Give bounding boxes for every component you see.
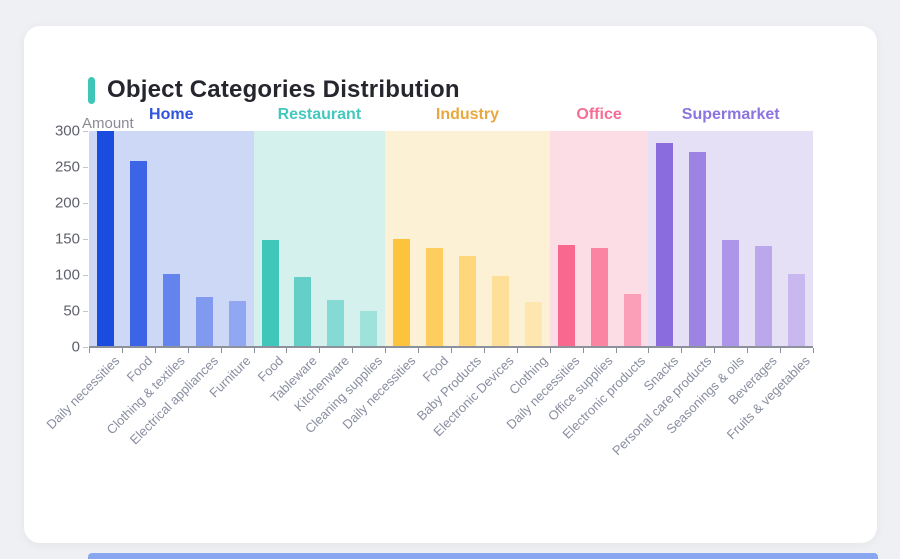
x-axis-tick: [582, 348, 584, 353]
group-label-supermarket: Supermarket: [681, 106, 780, 123]
group-label-restaurant: Restaurant: [277, 106, 362, 123]
bar-daily-necessities[interactable]: [393, 239, 411, 347]
x-axis-tick: [89, 348, 90, 353]
bar-seasonings-oils[interactable]: [722, 240, 740, 347]
x-axis-tick: [615, 348, 617, 353]
x-axis-tick: [813, 348, 814, 353]
bar-daily-necessities[interactable]: [96, 131, 114, 347]
bar-fruits-vegetables[interactable]: [788, 274, 806, 347]
y-axis-tick-label: 200: [54, 194, 80, 212]
x-axis-tick: [483, 348, 485, 353]
y-axis-tick-label: 150: [54, 230, 80, 248]
bar-food[interactable]: [261, 240, 279, 347]
x-axis-tick: [121, 348, 123, 353]
title-row: Object Categories Distribution: [88, 76, 460, 104]
bar-kitchenware[interactable]: [327, 300, 345, 347]
bar-furniture[interactable]: [228, 300, 246, 347]
x-axis-tick: [549, 348, 551, 353]
bar-electronic-devices[interactable]: [491, 275, 509, 347]
y-axis-tick: [83, 166, 88, 168]
y-axis-tick-label: 50: [63, 302, 80, 320]
y-axis-tick-label: 0: [71, 338, 80, 356]
title-accent-bar: [88, 76, 95, 104]
x-axis-line: [89, 346, 813, 348]
x-axis-tick: [187, 348, 189, 353]
bar-cleaning-supplies[interactable]: [360, 311, 378, 347]
x-axis-tick: [780, 348, 782, 353]
group-label-home: Home: [149, 106, 194, 123]
bar-electronic-products[interactable]: [623, 293, 641, 347]
y-axis-tick: [83, 274, 88, 276]
y-axis-tick-label: 300: [54, 122, 80, 140]
bar-clothing[interactable]: [524, 301, 542, 347]
y-axis-tick: [83, 130, 88, 132]
y-axis-tick: [83, 310, 88, 312]
x-axis-tick: [648, 348, 650, 353]
bar-daily-necessities[interactable]: [557, 245, 575, 347]
bar-baby-products[interactable]: [458, 256, 476, 347]
x-axis-tick: [451, 348, 452, 353]
x-axis-tick: [220, 348, 222, 353]
y-axis-tick: [83, 238, 88, 240]
chart-title: Object Categories Distribution: [107, 76, 460, 103]
bar-office-supplies[interactable]: [590, 247, 608, 347]
y-axis-tick: [83, 346, 88, 348]
x-axis-tick: [253, 348, 255, 353]
group-label-office: Office: [576, 106, 622, 123]
bar-food[interactable]: [426, 247, 444, 347]
y-axis-name: Amount: [82, 115, 134, 132]
x-axis-tick: [286, 348, 288, 353]
x-axis-tick: [385, 348, 387, 353]
y-axis-tick: [83, 202, 88, 204]
bar-food[interactable]: [129, 161, 147, 347]
x-axis-tick: [352, 348, 354, 353]
x-axis-tick: [681, 348, 683, 353]
bottom-panel-edge: [88, 553, 878, 559]
x-axis-tick: [319, 348, 321, 353]
bar-personal-care-products[interactable]: [689, 151, 707, 347]
x-axis-tick: [714, 348, 716, 353]
x-axis-tick: [516, 348, 518, 353]
bar-beverages[interactable]: [755, 246, 773, 347]
bar-electrical-appliances[interactable]: [195, 296, 213, 347]
bar-snacks[interactable]: [656, 142, 674, 347]
x-axis-tick: [747, 348, 749, 353]
y-axis-tick-label: 250: [54, 158, 80, 176]
x-axis-tick: [154, 348, 156, 353]
x-axis-tick: [418, 348, 420, 353]
bar-clothing-textiles[interactable]: [162, 273, 180, 347]
group-label-industry: Industry: [435, 106, 500, 123]
y-axis-tick-label: 100: [54, 266, 80, 284]
bar-tableware[interactable]: [294, 277, 312, 347]
